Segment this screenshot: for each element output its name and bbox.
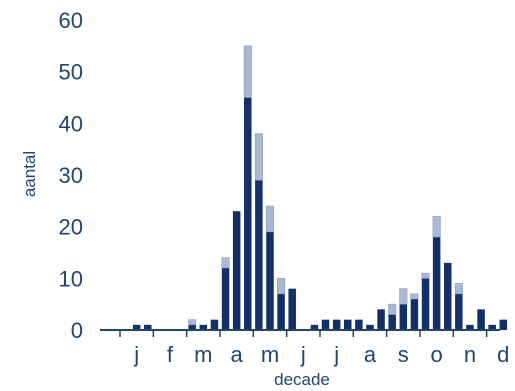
x-tick-label: d (497, 342, 509, 367)
bar-segment-primary (388, 314, 396, 330)
bar-segment-primary (466, 324, 474, 330)
bar-segment-primary (244, 97, 252, 330)
bar-segment-primary (221, 268, 230, 330)
bar-segment-primary (410, 299, 419, 330)
bar-segment-secondary (399, 288, 408, 305)
bar-segment-primary (366, 324, 374, 330)
bar-segment-secondary (254, 133, 263, 181)
y-tick-label: 20 (59, 215, 83, 240)
bar-segment-primary (355, 319, 363, 330)
bar-segment-secondary (432, 216, 441, 238)
y-tick-label: 10 (59, 266, 83, 291)
x-tick-label: m (194, 342, 212, 367)
bar-segment-primary (443, 262, 452, 330)
bar-segment-primary (277, 293, 285, 330)
bar-segment-primary (499, 319, 508, 330)
bar-segment-primary (332, 319, 341, 330)
bar-segment-primary (477, 309, 485, 330)
bar-segment-primary (144, 324, 152, 330)
bar-segment-secondary (388, 303, 397, 315)
bar-segment-primary (399, 304, 408, 330)
x-tick-label: a (364, 342, 377, 367)
bar-segment-secondary (277, 278, 286, 295)
x-tick-label: o (431, 342, 443, 367)
bar-segment-primary (132, 324, 141, 330)
bar-segment-secondary (221, 257, 230, 269)
bar-segment-secondary (410, 293, 419, 300)
bar-segment-primary (232, 211, 241, 330)
bar-segment-primary (421, 278, 430, 330)
x-tick-label: j (133, 342, 139, 367)
bar-segment-secondary (243, 45, 252, 98)
x-tick-label: s (398, 342, 409, 367)
y-axis-title: aantal (20, 151, 39, 197)
bar-segment-primary (188, 324, 196, 330)
bar-segment-primary (432, 237, 441, 330)
bar-segment-primary (210, 319, 219, 330)
bar-segment-primary (288, 288, 296, 330)
bar-segment-primary (255, 180, 263, 330)
bar-segment-primary (310, 324, 319, 330)
bar-segment-primary (321, 319, 330, 330)
x-tick-label: m (261, 342, 279, 367)
bars (132, 45, 508, 330)
x-tick-label: j (333, 342, 339, 367)
x-tick-label: j (300, 342, 306, 367)
y-tick-label: 50 (59, 60, 83, 85)
bar-segment-secondary (454, 283, 463, 295)
y-tick-label: 60 (59, 8, 83, 33)
x-tick-label: n (464, 342, 476, 367)
bar-segment-primary (377, 309, 385, 330)
y-tick-label: 30 (59, 163, 83, 188)
x-tick-label: f (167, 342, 174, 367)
x-tick-label: a (231, 342, 244, 367)
bar-segment-primary (344, 319, 352, 330)
bar-segment-primary (199, 324, 208, 330)
bar-segment-secondary (188, 319, 197, 326)
y-tick-labels: 0 10 20 30 40 50 60 (59, 8, 83, 343)
y-tick-label: 40 (59, 111, 83, 136)
bar-segment-primary (266, 231, 274, 330)
bar-segment-primary (455, 293, 463, 330)
y-tick-label: 0 (71, 318, 83, 343)
bar-segment-secondary (421, 272, 430, 279)
bar-segment-primary (488, 324, 496, 330)
bar-segment-secondary (265, 205, 275, 233)
x-axis-title: decade (274, 370, 330, 389)
